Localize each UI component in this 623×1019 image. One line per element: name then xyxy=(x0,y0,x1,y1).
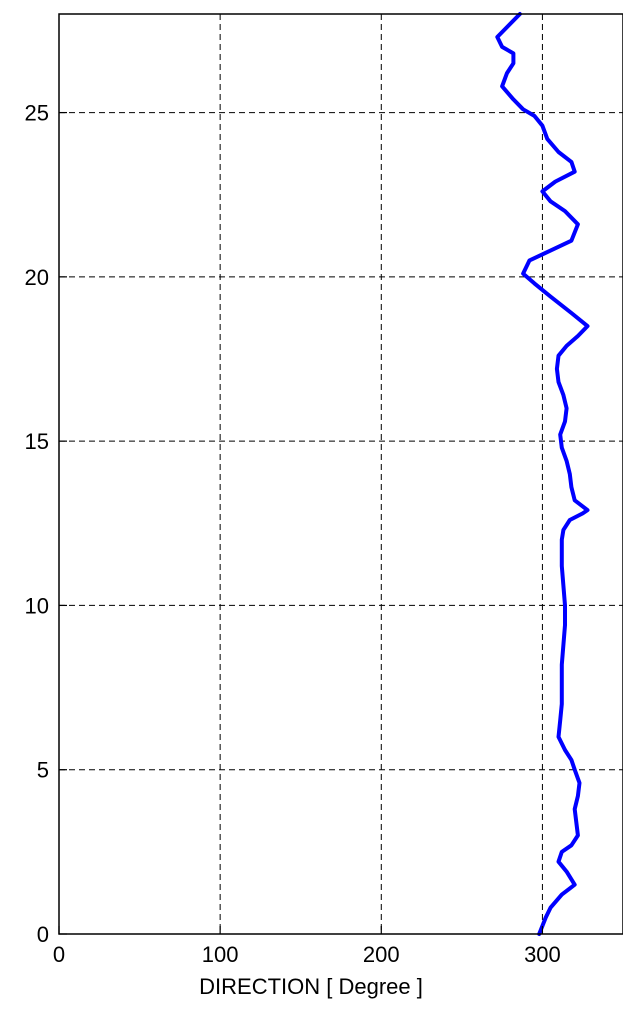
grid-lines xyxy=(59,14,623,934)
y-tick-label: 15 xyxy=(25,429,49,454)
axis-ticks: 0 100 200 300 0 5 10 15 20 25 xyxy=(25,101,561,967)
x-tick-label: 300 xyxy=(524,942,561,967)
y-tick-label: 5 xyxy=(37,758,49,783)
x-tick-label: 0 xyxy=(53,942,65,967)
data-series xyxy=(495,12,590,936)
y-tick-label: 10 xyxy=(25,593,49,618)
y-tick-label: 20 xyxy=(25,265,49,290)
y-tick-label: 0 xyxy=(37,922,49,947)
plot-area-frame xyxy=(58,13,623,935)
x-tick-label: 200 xyxy=(363,942,400,967)
direction-series-line xyxy=(495,12,590,936)
x-axis-label: DIRECTION [ Degree ] xyxy=(199,974,423,999)
y-tick-label: 25 xyxy=(25,101,49,126)
x-tick-label: 100 xyxy=(202,942,239,967)
